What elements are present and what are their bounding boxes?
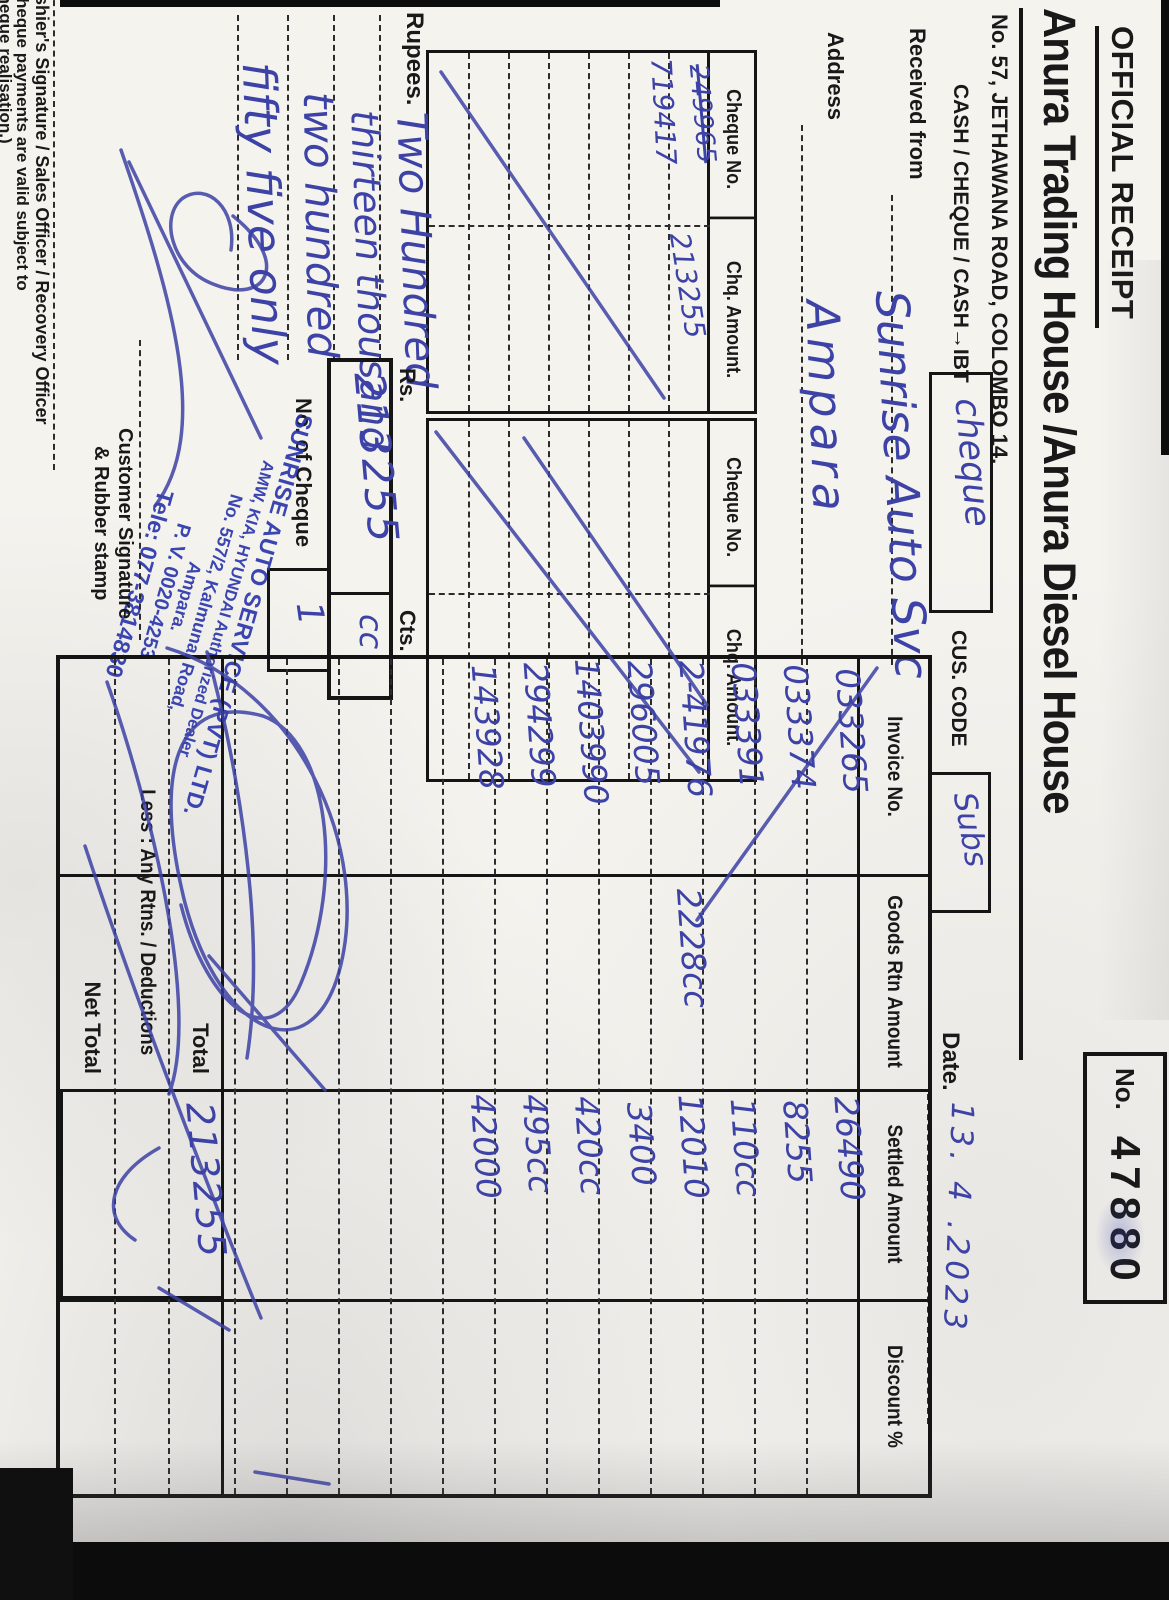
scan-black-strip — [60, 0, 720, 7]
pen-stroke — [83, 844, 263, 1320]
scan-edge-shade — [1099, 260, 1169, 1020]
pen-stroke — [253, 1470, 331, 1486]
scan-black-strip — [1161, 0, 1169, 455]
scan-black-corner — [0, 1468, 73, 1600]
scan-edge-shade — [0, 1440, 1169, 1548]
invoice-rows-strike — [695, 666, 879, 922]
cancellation-loops — [165, 646, 349, 1032]
cheque-table1-strike — [439, 70, 666, 400]
pen-stroke — [207, 954, 327, 1092]
scan-black-band — [0, 1542, 1169, 1600]
cancellation-loops — [105, 680, 181, 1096]
cashier-signature — [127, 160, 263, 440]
total-flourish — [111, 1146, 161, 1242]
cheque-table2-strike — [434, 430, 701, 774]
cheque-table2-strike — [522, 436, 709, 707]
cashier-signature — [169, 191, 269, 292]
cashier-signature — [119, 148, 185, 508]
pen-stroke — [157, 1286, 231, 1332]
